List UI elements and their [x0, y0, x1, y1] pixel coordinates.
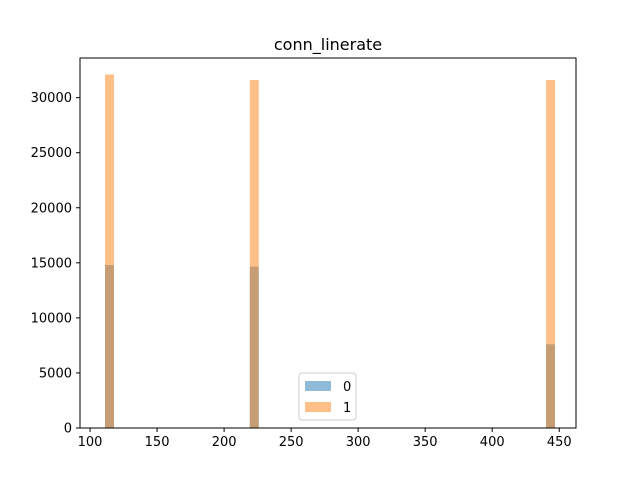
- x-tick-label: 300: [346, 435, 371, 450]
- bar-series-1-bin-2: [546, 80, 556, 429]
- y-tick-label: 5000: [39, 366, 72, 381]
- axes-frame: [79, 57, 577, 429]
- y-tick-label: 15000: [31, 256, 72, 271]
- y-tick-label: 30000: [31, 91, 72, 106]
- x-tick-label: 450: [547, 435, 572, 450]
- y-tick-label: 10000: [31, 311, 72, 326]
- legend-label-1: 1: [343, 401, 351, 416]
- bar-series-1-bin-0: [105, 74, 114, 429]
- axes-group: 100 150 200 250 300 350 400 450 0 5000 10000 15000 2…: [31, 57, 577, 450]
- legend: 01: [298, 372, 357, 421]
- legend-label-0: 0: [343, 380, 351, 395]
- x-tick-label: 200: [212, 435, 237, 450]
- y-tick-label: 25000: [31, 146, 72, 161]
- x-tick-label: 350: [413, 435, 438, 450]
- chart-title: conn_linerate: [274, 35, 382, 55]
- bar-series-1-bin-1: [249, 80, 259, 429]
- bars-group: [105, 74, 556, 429]
- legend-swatch-1: [305, 402, 331, 412]
- x-tick-label: 100: [78, 435, 103, 450]
- x-tick-label: 250: [279, 435, 304, 450]
- x-tick-label: 400: [480, 435, 505, 450]
- legend-swatch-0: [305, 381, 331, 391]
- y-tick-label: 0: [64, 422, 72, 437]
- x-tick-label: 150: [145, 435, 170, 450]
- y-tick-label: 20000: [31, 201, 72, 216]
